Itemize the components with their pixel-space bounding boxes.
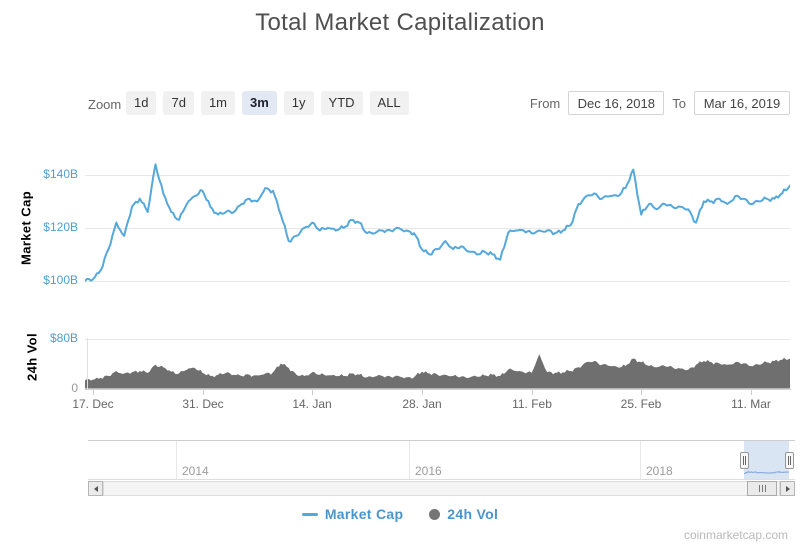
to-date-input[interactable] xyxy=(694,91,790,115)
scrollbar xyxy=(88,481,795,496)
watermark: coinmarketcap.com xyxy=(683,528,788,542)
navigator-year-gridline xyxy=(640,441,641,479)
legend: Market Cap 24h Vol xyxy=(0,506,800,522)
zoom-button-3m[interactable]: 3m xyxy=(242,91,277,115)
x-tick-label: 11. Feb xyxy=(512,397,552,411)
x-tick-label: 11. Mar xyxy=(731,397,771,411)
x-tick-mark xyxy=(203,390,204,395)
zoom-button-group: 1d 7d 1m 3m 1y YTD ALL xyxy=(126,91,409,115)
legend-item-label: 24h Vol xyxy=(447,506,499,522)
scrollbar-left-arrow-icon[interactable] xyxy=(88,481,103,496)
navigator-year-label: 2018 xyxy=(646,464,673,478)
volume-axis-title: 24h Vol xyxy=(24,332,40,382)
zoom-button-1d[interactable]: 1d xyxy=(126,91,157,115)
y-tick-label: $80B xyxy=(49,331,78,345)
x-tick-mark xyxy=(312,390,313,395)
navigator-year-gridline xyxy=(176,441,177,479)
legend-circle-marker-icon xyxy=(429,508,441,520)
x-tick-label: 14. Jan xyxy=(292,397,332,411)
zoom-button-ALL[interactable]: ALL xyxy=(369,91,409,115)
scrollbar-right-arrow-icon[interactable] xyxy=(780,481,795,496)
x-tick-mark xyxy=(422,390,423,395)
legend-line-marker-icon xyxy=(301,512,318,516)
volume-chart[interactable] xyxy=(85,325,790,389)
navigator-year-label: 2016 xyxy=(415,464,442,478)
y-gridline xyxy=(85,281,790,282)
to-label: To xyxy=(672,95,686,111)
zoom-button-1y[interactable]: 1y xyxy=(283,91,314,115)
zoom-label: Zoom xyxy=(88,97,122,112)
market-cap-chart[interactable] xyxy=(85,150,790,310)
x-axis-line xyxy=(85,389,791,390)
x-tick-label: 17. Dec xyxy=(72,397,114,411)
from-date-input[interactable] xyxy=(568,91,665,115)
navigator-year-gridline xyxy=(409,441,410,479)
zoom-button-YTD[interactable]: YTD xyxy=(320,91,363,115)
x-tick-label: 28. Jan xyxy=(402,397,442,411)
legend-item-market-cap[interactable]: Market Cap xyxy=(301,506,404,522)
market-cap-series-line xyxy=(85,163,790,282)
range-navigator[interactable]: 2014 2016 2018 xyxy=(88,440,795,480)
x-tick-mark xyxy=(532,390,533,395)
x-tick-mark xyxy=(93,390,94,395)
y-tick-label: $140B xyxy=(43,167,78,181)
volume-series-area xyxy=(85,354,790,389)
navigator-right-handle[interactable] xyxy=(784,452,794,469)
legend-item-24h-vol[interactable]: 24h Vol xyxy=(429,506,498,522)
market-cap-axis-title: Market Cap xyxy=(18,190,34,266)
navigator-mini-series xyxy=(744,470,790,475)
y-tick-label: 0 xyxy=(71,381,78,395)
y-tick-label: $120B xyxy=(43,220,78,234)
navigator-left-handle[interactable] xyxy=(739,452,749,469)
y-tick-label: $100B xyxy=(43,273,78,287)
zoom-button-1m[interactable]: 1m xyxy=(200,91,235,115)
zoom-button-7d[interactable]: 7d xyxy=(163,91,194,115)
from-label: From xyxy=(529,95,561,111)
y-gridline xyxy=(85,339,790,340)
scrollbar-thumb[interactable] xyxy=(747,481,777,496)
y-gridline xyxy=(85,228,790,229)
x-tick-label: 25. Feb xyxy=(620,397,662,411)
navigator-year-label: 2014 xyxy=(182,464,209,478)
legend-item-label: Market Cap xyxy=(324,506,404,522)
x-tick-label: 31. Dec xyxy=(182,397,224,411)
date-range-controls: From To xyxy=(530,91,790,115)
x-tick-mark xyxy=(751,390,752,395)
y-gridline xyxy=(85,175,790,176)
chart-title: Total Market Capitalization xyxy=(255,9,545,36)
volume-y-axis-line xyxy=(87,338,88,389)
scrollbar-track[interactable] xyxy=(103,481,780,496)
x-tick-mark xyxy=(641,390,642,395)
